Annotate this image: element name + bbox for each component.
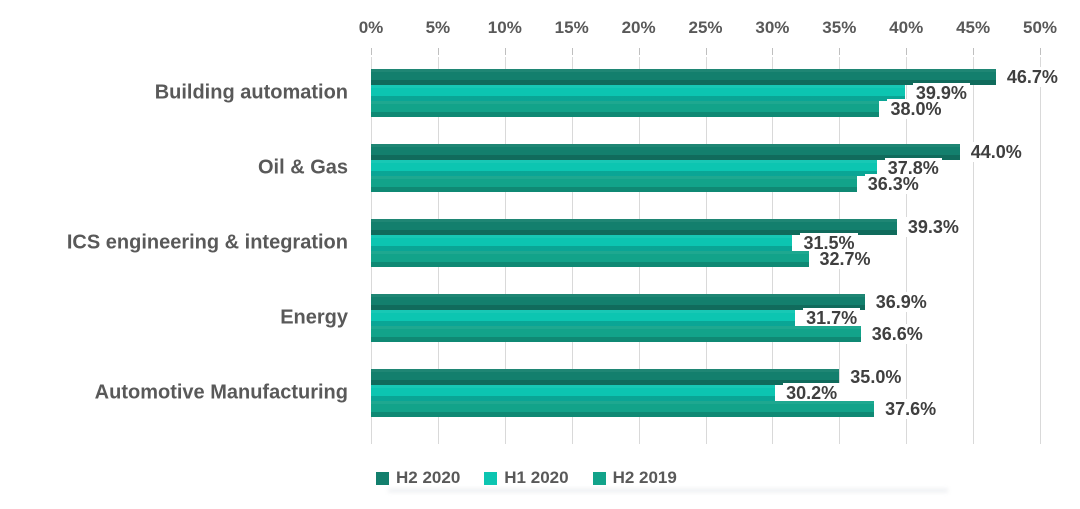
value-label-h1-2020-ics-engineering-integration: 31.5%: [800, 233, 858, 253]
bar-h1-2020-building-automation: [371, 85, 905, 101]
value-label-h1-2020-oil-gas: 37.8%: [884, 158, 942, 178]
bar-h2-2019-oil-gas: [371, 176, 857, 192]
legend-item-h1-2020: H1 2020: [484, 468, 569, 488]
bar-h1-2020-oil-gas: [371, 160, 877, 176]
bar-h1-2020-energy: [371, 310, 796, 326]
axis-tick: [1040, 48, 1041, 55]
bar-h2-2019-automotive-manufacturing: [371, 401, 875, 417]
bar-h2-2020-energy: [371, 294, 865, 310]
axis-tick-label: 5%: [425, 18, 451, 37]
gridline: [973, 57, 975, 444]
category-label-ics-engineering-integration: ICS engineering & integration: [66, 231, 348, 254]
legend-item-h2-2020: H2 2020: [376, 468, 460, 488]
bar-h2-2019-ics-engineering-integration: [371, 251, 809, 267]
value-label-h2-2019-automotive-manufacturing: 37.6%: [882, 399, 940, 419]
legend-label: H2 2019: [612, 468, 677, 487]
axis-tick-label: 25%: [688, 18, 723, 37]
axis-tick-label: 45%: [956, 18, 991, 37]
value-label-h2-2019-energy: 36.6%: [868, 324, 926, 344]
category-label-oil-gas: Oil & Gas: [257, 156, 348, 179]
axis-tick: [638, 48, 640, 55]
legend-label: H2 2020: [396, 468, 461, 487]
axis-tick: [371, 48, 372, 55]
value-label-h1-2020-building-automation: 39.9%: [912, 83, 970, 103]
axis-tick: [437, 48, 439, 55]
axis-tick: [571, 48, 573, 55]
value-label-h2-2020-energy: 36.9%: [872, 292, 930, 312]
axis-tick: [839, 48, 841, 55]
axis-tick-label: 50%: [1022, 18, 1058, 37]
bar-h2-2020-ics-engineering-integration: [371, 219, 897, 235]
value-label-h2-2020-automotive-manufacturing: 35.0%: [847, 367, 905, 387]
axis-tick: [705, 48, 707, 55]
bar-h2-2019-building-automation: [371, 101, 880, 117]
axis-tick: [772, 48, 774, 55]
value-label-h2-2019-oil-gas: 36.3%: [864, 174, 922, 194]
bottom-crop-artifact: [388, 489, 948, 492]
legend-label: H1 2020: [504, 468, 569, 487]
axis-tick-label: 10%: [487, 18, 522, 37]
axis-tick: [973, 48, 975, 55]
value-label-h2-2020-building-automation: 46.7%: [1003, 67, 1061, 87]
legend-swatch-icon: [592, 471, 606, 485]
value-label-h1-2020-automotive-manufacturing: 30.2%: [783, 383, 841, 403]
bar-h2-2020-building-automation: [371, 69, 996, 85]
bar-h2-2020-oil-gas: [371, 144, 960, 160]
bar-h1-2020-automotive-manufacturing: [371, 385, 776, 401]
axis-tick-label: 30%: [755, 18, 790, 37]
legend-item-h2-2019: H2 2019: [592, 468, 677, 488]
axis-tick-label: 20%: [621, 18, 656, 37]
legend-swatch-icon: [376, 471, 389, 485]
value-label-h2-2020-oil-gas: 44.0%: [967, 142, 1025, 162]
category-label-building-automation: Building automation: [154, 81, 348, 104]
axis-tick-label: 15%: [554, 18, 589, 37]
bar-h1-2020-ics-engineering-integration: [371, 235, 793, 251]
axis-tick-label: 0%: [358, 18, 384, 37]
bar-h2-2019-energy: [371, 326, 861, 342]
axis-tick-label: 40%: [889, 18, 924, 37]
legend-swatch-icon: [484, 471, 498, 485]
value-label-h2-2019-ics-engineering-integration: 32.7%: [816, 249, 874, 269]
gridline: [1040, 57, 1041, 444]
axis-tick: [504, 48, 506, 55]
value-label-h1-2020-energy: 31.7%: [803, 308, 861, 328]
axis-tick-label: 35%: [822, 18, 857, 37]
category-label-energy: Energy: [280, 306, 348, 329]
axis-tick: [906, 48, 908, 55]
value-label-h2-2019-building-automation: 38.0%: [887, 99, 945, 119]
category-label-automotive-manufacturing: Automotive Manufacturing: [94, 381, 348, 404]
gridline: [906, 57, 908, 444]
value-label-h2-2020-ics-engineering-integration: 39.3%: [904, 217, 962, 237]
legend: H2 2020 H1 2020 H2 2019: [376, 464, 677, 492]
bar-h2-2020-automotive-manufacturing: [371, 369, 840, 385]
